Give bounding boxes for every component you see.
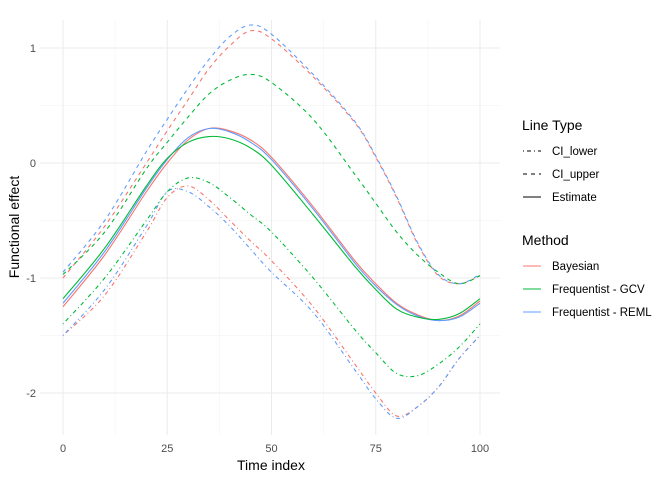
legend-label: Frequentist - REML: [552, 307, 652, 319]
series-line-frequentist-reml-estimate: [62, 127, 481, 322]
x-tick-label: 25: [161, 443, 173, 455]
legend-label: CI_upper: [552, 169, 599, 181]
series-line-frequentist-gcv-ci-lower: [62, 177, 481, 378]
legend-title: Method: [522, 232, 569, 248]
x-tick-label: 0: [60, 443, 66, 455]
series-line-frequentist-gcv-estimate: [62, 135, 481, 321]
series-line-bayesian-ci-upper: [62, 29, 481, 285]
x-tick-label: 75: [370, 443, 382, 455]
tick-labels: 0 25 50 75 100 1 0 -1 -2: [26, 43, 489, 455]
legend-title: Line Type: [522, 117, 583, 133]
x-tick-label: 100: [471, 443, 489, 455]
x-tick-label: 50: [265, 443, 277, 455]
series-lines: [62, 24, 481, 419]
y-tick-label: -1: [26, 273, 36, 285]
series-line-bayesian-ci-lower: [62, 185, 481, 418]
legend-label: Frequentist - GCV: [552, 284, 645, 296]
legend-label: Bayesian: [552, 261, 599, 273]
y-tick-label: 0: [30, 158, 36, 170]
y-tick-label: 1: [30, 43, 36, 55]
legend-label: CI_lower: [552, 146, 598, 158]
x-axis-title: Time index: [237, 457, 305, 473]
y-axis-title: Functional effect: [6, 176, 22, 279]
series-line-bayesian-estimate: [62, 127, 481, 322]
legend: Line Type CI_lower CI_upper Estimate Method B…: [522, 117, 652, 319]
grid: [40, 20, 500, 435]
series-line-frequentist-gcv-ci-upper: [62, 73, 481, 285]
legend-label: Estimate: [552, 192, 597, 204]
y-tick-label: -2: [26, 388, 36, 400]
series-line-frequentist-reml-ci-upper: [62, 24, 481, 285]
